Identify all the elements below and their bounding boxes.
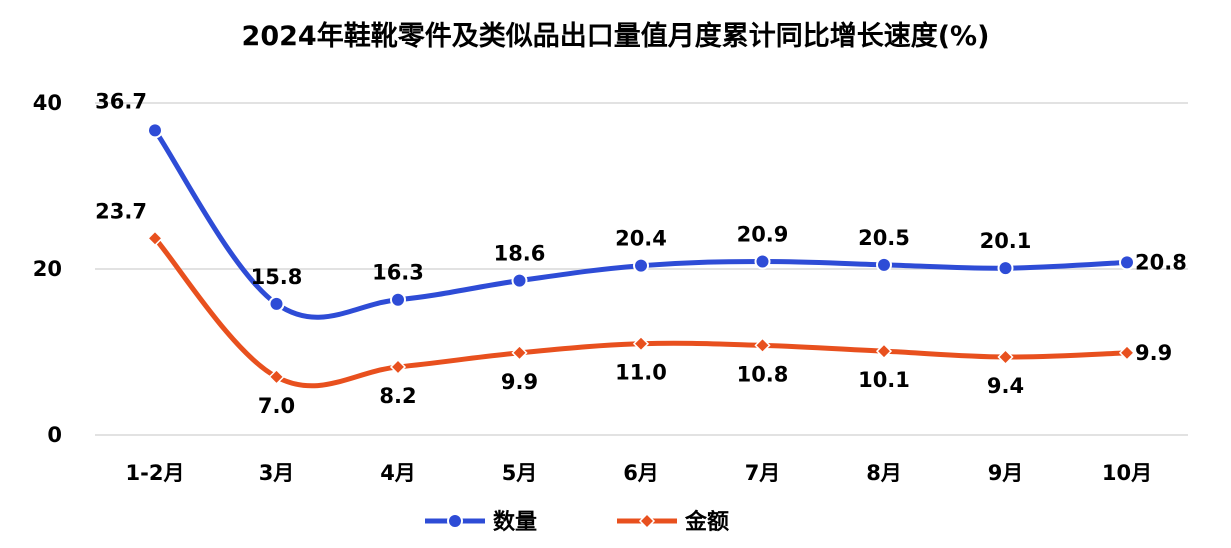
x-tick-label: 1-2月: [126, 461, 185, 485]
y-tick-label: 40: [33, 91, 62, 115]
data-point: [146, 230, 164, 247]
x-tick-label: 7月: [745, 461, 781, 485]
data-label: 9.9: [1135, 341, 1172, 365]
y-axis: 0 20 40: [33, 91, 62, 447]
data-label: 20.8: [1135, 250, 1187, 274]
series-line-数量: [152, 127, 1130, 320]
x-tick-label: 8月: [866, 461, 902, 485]
data-label: 9.4: [987, 374, 1024, 398]
data-point: [268, 295, 285, 312]
data-label: 20.5: [858, 226, 910, 250]
data-label: 16.3: [372, 261, 424, 285]
x-tick-label: 3月: [259, 461, 295, 485]
data-point: [147, 122, 163, 139]
data-point: [633, 257, 649, 274]
data-point: [511, 272, 528, 289]
data-point: [511, 344, 528, 361]
x-tick-label: 10月: [1102, 461, 1152, 485]
data-label: 8.2: [379, 384, 416, 408]
legend: 数量 金额: [425, 509, 729, 535]
chart-title: 2024年鞋靴零件及类似品出口量值月度累计同比增长速度(%): [241, 21, 990, 52]
data-label: 18.6: [494, 242, 546, 266]
data-point: [268, 368, 285, 385]
data-label: 10.1: [858, 368, 910, 392]
data-point: [389, 358, 407, 376]
x-tick-label: 9月: [988, 461, 1024, 485]
data-point: [875, 343, 893, 360]
data-label: 11.0: [615, 361, 667, 385]
data-point: [632, 335, 650, 352]
data-label: 9.9: [501, 370, 538, 394]
data-label: 36.7: [95, 89, 147, 113]
data-label: 23.7: [95, 199, 147, 223]
data-point: [997, 260, 1014, 277]
data-point: [754, 253, 771, 270]
x-tick-label: 5月: [502, 461, 538, 485]
x-axis: 1-2月 3月 4月 5月 6月 7月 8月 9月 10月: [126, 461, 1153, 485]
legend-label: 金额: [684, 509, 729, 535]
data-point: [754, 337, 771, 354]
data-point: [390, 291, 406, 308]
data-labels: 36.7 15.8 16.3 18.6 20.4 20.9 20.5 20.1 20.8 23.7…: [95, 89, 1187, 418]
y-tick-label: 0: [47, 423, 62, 447]
data-label: 20.4: [615, 227, 667, 251]
legend-marker: [447, 513, 463, 529]
data-point: [876, 256, 892, 273]
data-point: [1118, 344, 1136, 361]
y-tick-label: 20: [33, 257, 62, 281]
data-label: 20.9: [737, 223, 789, 247]
x-tick-label: 4月: [380, 461, 416, 485]
data-point: [1119, 254, 1135, 271]
data-point: [997, 348, 1014, 366]
plot-area: [146, 122, 1136, 389]
data-label: 20.1: [980, 229, 1032, 253]
legend-label: 数量: [493, 509, 537, 535]
data-label: 7.0: [258, 394, 295, 418]
legend-marker: [638, 512, 656, 530]
data-label: 15.8: [251, 265, 303, 289]
data-label: 10.8: [737, 362, 789, 386]
x-tick-label: 6月: [623, 461, 659, 485]
